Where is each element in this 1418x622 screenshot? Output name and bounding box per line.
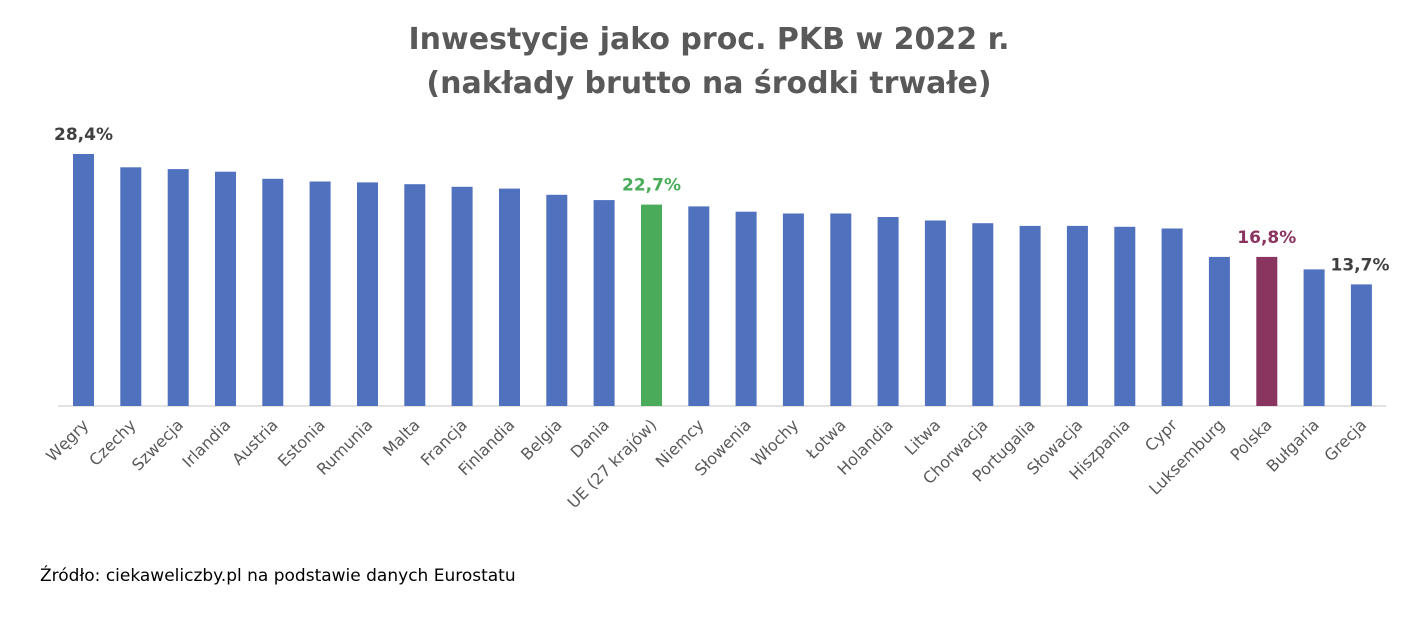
tick-label-wegry: Węgry (42, 415, 92, 465)
bar-lotwa (830, 213, 852, 406)
tick-label-austria: Austria (228, 415, 281, 468)
bar-polska (1256, 256, 1278, 406)
tick-label-grecja: Grecja (1320, 415, 1370, 465)
bar-wegry (73, 154, 94, 406)
bar-rumunia (357, 182, 378, 406)
chart-title-line2: (nakłady brutto na środki trwałe) (426, 66, 992, 101)
bar-holandia (877, 217, 899, 406)
bar-dania (593, 200, 615, 406)
bar-hiszpania (1114, 226, 1136, 406)
tick-label-bulgaria: Bułgaria (1263, 415, 1323, 475)
data-label-wegry: 28,4% (54, 125, 113, 145)
data-label-grecja: 13,7% (1331, 255, 1390, 275)
tick-label-belgia: Belgia (517, 415, 566, 464)
tick-label-malta: Malta (379, 415, 424, 460)
bar-estonia (309, 181, 331, 406)
tick-label-litwa: Litwa (901, 415, 945, 459)
bar-wlochy (782, 213, 804, 406)
source-note: Źródło: ciekaweliczby.pl na podstawie da… (40, 566, 516, 586)
bar-szwecja (167, 169, 189, 406)
bar-luksemburg (1208, 256, 1230, 406)
tick-label-szwecja: Szwecja (128, 415, 187, 474)
bar-czechy (120, 167, 142, 406)
tick-label-wlochy: Włochy (747, 415, 802, 470)
bar-finlandia (499, 188, 520, 406)
bar-litwa (924, 220, 946, 406)
bar-grecja (1350, 284, 1372, 406)
tick-label-irlandia: Irlandia (178, 415, 234, 471)
bar-bulgaria (1303, 269, 1325, 406)
bar-malta (404, 184, 426, 406)
bar-slowacja (1066, 225, 1088, 406)
chart-title-line1: Inwestycje jako proc. PKB w 2022 r. (408, 22, 1010, 57)
data-label-polska: 16,8% (1237, 228, 1296, 248)
data-label-ue-27-krajow: 22,7% (622, 176, 681, 196)
bar-niemcy (688, 206, 710, 406)
bar-cypr (1161, 228, 1183, 406)
tick-label-cypr: Cypr (1141, 415, 1181, 455)
bar-francja (451, 186, 473, 406)
bar-ue-27-krajow (641, 204, 662, 406)
bar-austria (262, 178, 284, 406)
bar-chorwacja (972, 223, 994, 406)
bar-irlandia (215, 171, 236, 406)
bar-belgia (546, 194, 568, 406)
tick-label-ue-27-krajow: UE (27 krajów) (564, 415, 661, 512)
bar-slowenia (735, 211, 757, 406)
tick-label-dania: Dania (567, 415, 613, 461)
bar-portugalia (1019, 225, 1041, 406)
